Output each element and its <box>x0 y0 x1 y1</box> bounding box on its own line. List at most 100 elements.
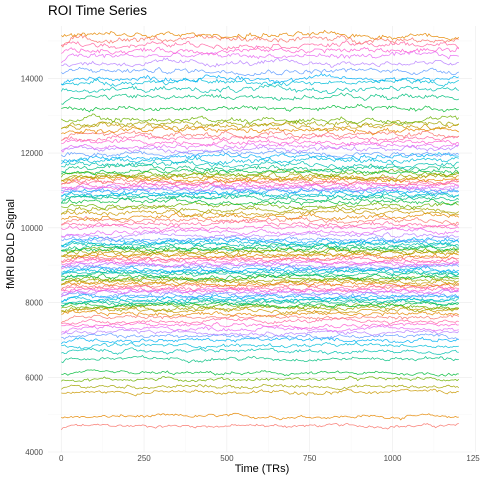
series-line <box>61 212 460 221</box>
y-tick-label: 6000 <box>25 373 43 382</box>
series-line <box>61 243 459 253</box>
series-line <box>61 254 459 263</box>
x-tick-label: 0 <box>59 454 64 463</box>
series-line <box>61 215 460 226</box>
x-tick-label: 250 <box>137 454 151 463</box>
series-line <box>61 297 459 305</box>
series-line <box>61 77 459 87</box>
series-line <box>61 188 459 198</box>
series-line <box>61 178 459 187</box>
series-line <box>61 341 459 350</box>
series-line <box>61 92 459 105</box>
series-line <box>61 204 460 215</box>
series-line <box>61 375 460 383</box>
series-line <box>61 422 459 430</box>
tick-layer: 0 250 500 750 1000 1250 4000 6000 8000 10000 12000… <box>21 74 480 463</box>
series-line <box>61 266 460 275</box>
y-tick-label: 8000 <box>25 299 43 308</box>
series-line <box>61 328 460 338</box>
series-layer <box>60 29 460 430</box>
series-line <box>61 129 459 141</box>
series-line <box>61 142 460 153</box>
series-line <box>61 209 459 218</box>
series-line <box>61 252 459 260</box>
series-line <box>61 219 460 229</box>
series-line <box>61 192 459 201</box>
series-line <box>61 29 460 41</box>
y-tick-label: 10000 <box>21 224 44 233</box>
series-line <box>61 284 460 294</box>
series-line <box>61 45 460 56</box>
series-line <box>61 249 459 259</box>
y-tick-label: 12000 <box>21 149 44 158</box>
series-line <box>61 354 459 364</box>
series-line <box>61 176 460 186</box>
x-tick-label: 750 <box>303 454 317 463</box>
series-line <box>61 144 459 154</box>
series-line <box>61 298 459 307</box>
y-tick-label: 4000 <box>25 448 43 457</box>
series-line <box>61 134 460 142</box>
series-line <box>61 324 459 333</box>
chart-title: ROI Time Series <box>48 3 147 18</box>
series-line <box>61 246 459 255</box>
series-line <box>61 73 459 86</box>
series-line <box>61 121 459 132</box>
series-line <box>61 151 459 165</box>
series-line <box>61 126 459 136</box>
series-line <box>60 194 460 204</box>
series-line <box>60 287 460 298</box>
series-line <box>61 66 459 77</box>
series-line <box>61 270 460 281</box>
series-line <box>61 171 459 182</box>
series-line <box>61 291 459 300</box>
series-line <box>61 103 459 113</box>
series-line <box>61 316 459 325</box>
series-line <box>61 201 459 211</box>
series-line <box>61 181 459 194</box>
series-line <box>61 263 460 272</box>
series-line <box>61 113 460 126</box>
series-line <box>61 172 459 183</box>
series-line <box>61 336 459 345</box>
series-line <box>61 259 459 270</box>
series-line <box>61 168 460 176</box>
x-tick-label: 1000 <box>384 454 402 463</box>
y-axis-title: fMRI BOLD Signal <box>5 199 17 289</box>
series-line <box>61 149 460 159</box>
series-line <box>61 412 459 421</box>
series-line <box>61 57 459 68</box>
series-line <box>61 284 459 293</box>
series-line <box>61 33 459 48</box>
series-line <box>61 267 460 277</box>
series-line <box>61 277 459 286</box>
series-line <box>61 119 460 129</box>
series-line <box>60 84 459 94</box>
series-line <box>61 273 459 281</box>
series-line <box>61 160 459 170</box>
series-line <box>61 155 459 166</box>
series-line <box>61 235 460 244</box>
series-line <box>61 306 460 315</box>
series-line <box>61 314 460 324</box>
x-axis-title: Time (TRs) <box>235 463 290 475</box>
series-line <box>61 238 460 247</box>
series-line <box>61 162 460 174</box>
series-line <box>61 236 459 248</box>
series-line <box>61 296 459 303</box>
series-line <box>61 180 459 191</box>
series-line <box>61 240 459 249</box>
series-line <box>61 138 459 147</box>
series-line <box>61 383 460 391</box>
series-line <box>61 226 459 238</box>
series-line <box>61 369 459 377</box>
series-line <box>61 40 460 51</box>
series-line <box>61 347 459 355</box>
y-tick-label: 14000 <box>21 74 44 83</box>
series-line <box>60 281 460 291</box>
series-line <box>61 49 459 63</box>
x-tick-label: 500 <box>220 454 234 463</box>
x-tick-label: 1250 <box>466 454 480 463</box>
series-line <box>61 309 460 318</box>
